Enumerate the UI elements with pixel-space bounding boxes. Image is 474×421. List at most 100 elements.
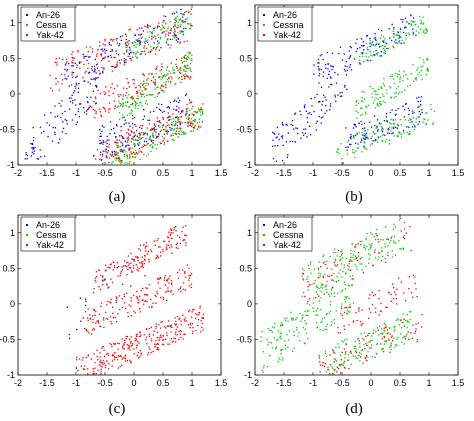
data-point bbox=[378, 334, 380, 336]
data-point bbox=[95, 112, 97, 115]
data-point bbox=[121, 346, 124, 348]
data-point bbox=[166, 332, 168, 334]
data-point bbox=[125, 357, 127, 360]
data-point bbox=[150, 298, 152, 300]
data-point bbox=[65, 132, 67, 135]
x-tick-label: 1 bbox=[426, 168, 431, 178]
data-point bbox=[319, 275, 321, 277]
data-point bbox=[145, 245, 147, 248]
data-point bbox=[156, 26, 159, 28]
data-point bbox=[157, 255, 159, 258]
data-point bbox=[295, 319, 297, 321]
data-point bbox=[404, 336, 406, 338]
data-point bbox=[121, 105, 124, 108]
data-point bbox=[374, 54, 376, 56]
data-point bbox=[111, 355, 114, 357]
data-point bbox=[123, 104, 125, 106]
data-point bbox=[122, 151, 124, 153]
data-point bbox=[171, 121, 173, 124]
data-point bbox=[346, 66, 348, 68]
data-point bbox=[359, 360, 361, 362]
data-point bbox=[33, 150, 35, 152]
data-point bbox=[66, 70, 68, 72]
data-point bbox=[345, 351, 347, 353]
data-point bbox=[144, 259, 146, 261]
data-point bbox=[157, 34, 159, 36]
data-point bbox=[142, 84, 144, 86]
data-point bbox=[115, 159, 117, 161]
data-point bbox=[393, 330, 396, 332]
data-point bbox=[145, 85, 147, 87]
data-point bbox=[134, 134, 136, 136]
data-point bbox=[144, 38, 146, 40]
data-point bbox=[175, 63, 177, 66]
data-point bbox=[124, 339, 126, 341]
data-point bbox=[331, 287, 333, 289]
data-point bbox=[400, 248, 402, 250]
data-point bbox=[296, 327, 298, 329]
data-point bbox=[170, 326, 172, 328]
data-point bbox=[135, 149, 137, 151]
data-point bbox=[131, 110, 133, 112]
data-point bbox=[85, 356, 87, 359]
data-point bbox=[406, 126, 408, 128]
data-point bbox=[318, 300, 320, 302]
data-point bbox=[161, 63, 163, 65]
data-point bbox=[106, 135, 108, 137]
data-point bbox=[93, 373, 95, 375]
data-point bbox=[367, 137, 369, 139]
data-point bbox=[130, 58, 132, 60]
data-point bbox=[362, 127, 364, 130]
data-point bbox=[415, 330, 417, 332]
data-point bbox=[321, 54, 323, 56]
data-point bbox=[398, 40, 400, 42]
data-point bbox=[26, 158, 28, 160]
data-point bbox=[150, 338, 152, 340]
data-point bbox=[110, 344, 113, 346]
data-point bbox=[372, 265, 374, 267]
data-point bbox=[388, 132, 391, 134]
data-point bbox=[165, 83, 167, 85]
data-point bbox=[196, 314, 198, 316]
data-point bbox=[160, 73, 163, 75]
series-cessna bbox=[260, 217, 412, 374]
data-point bbox=[140, 261, 142, 263]
data-point bbox=[395, 109, 397, 112]
data-point bbox=[186, 75, 188, 78]
data-point bbox=[363, 61, 365, 63]
data-point bbox=[124, 140, 126, 142]
data-point bbox=[111, 360, 114, 362]
data-point bbox=[314, 280, 316, 282]
data-point bbox=[153, 128, 155, 130]
data-point bbox=[177, 37, 179, 40]
data-point bbox=[179, 123, 181, 125]
data-point bbox=[108, 146, 110, 148]
data-point bbox=[143, 258, 146, 260]
data-point bbox=[139, 102, 141, 104]
data-point bbox=[382, 93, 384, 96]
data-point bbox=[368, 297, 370, 300]
data-point bbox=[333, 350, 335, 352]
data-point bbox=[338, 52, 340, 55]
data-point bbox=[330, 83, 332, 85]
data-point bbox=[171, 246, 173, 248]
data-point bbox=[167, 119, 170, 121]
data-point bbox=[337, 149, 339, 151]
data-point bbox=[111, 151, 113, 153]
data-point bbox=[191, 108, 193, 110]
data-point bbox=[138, 89, 140, 91]
data-point bbox=[334, 258, 337, 261]
data-point bbox=[138, 27, 141, 29]
data-point bbox=[383, 120, 385, 122]
data-point bbox=[178, 116, 180, 119]
data-point bbox=[416, 339, 419, 341]
data-point bbox=[171, 78, 173, 80]
data-point bbox=[200, 108, 202, 110]
data-point bbox=[102, 346, 104, 348]
data-point bbox=[87, 67, 89, 69]
data-point bbox=[374, 356, 376, 358]
data-point bbox=[102, 106, 104, 109]
data-point bbox=[127, 261, 129, 263]
data-point bbox=[136, 344, 138, 347]
data-point bbox=[94, 79, 96, 81]
